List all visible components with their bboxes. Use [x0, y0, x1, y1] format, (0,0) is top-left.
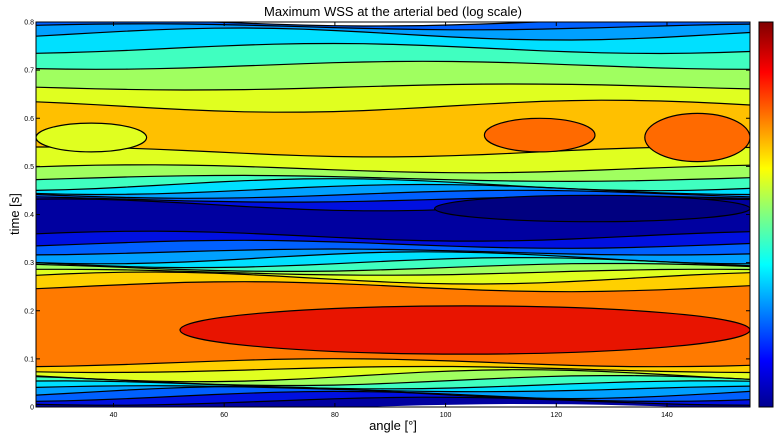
contour-band — [36, 375, 750, 389]
contour-band — [36, 272, 750, 292]
contour-band — [36, 147, 750, 173]
contour-band — [36, 380, 750, 392]
contour-band — [36, 61, 750, 90]
contour-region — [179, 305, 750, 355]
x-tick-label: 120 — [550, 412, 562, 419]
contour-line — [36, 27, 750, 41]
contour-line — [36, 99, 750, 113]
contour-line — [36, 248, 750, 256]
contour-region — [434, 194, 750, 223]
contour-line — [36, 262, 750, 272]
x-tick-label: 140 — [661, 412, 673, 419]
colorbar — [758, 21, 774, 408]
y-tick-label: 0.8 — [24, 20, 34, 27]
contour-line — [36, 23, 750, 31]
contour-region — [644, 112, 750, 163]
y-tick-label: 0.6 — [24, 116, 34, 123]
x-tick-label: 60 — [220, 412, 228, 419]
contour-band — [36, 240, 750, 255]
contour-region — [483, 117, 596, 153]
contour-line — [36, 369, 750, 383]
contour-region — [36, 122, 148, 153]
y-tick-label: 0.4 — [24, 212, 34, 219]
x-axis-label: angle [°] — [369, 418, 417, 433]
contour-line — [36, 178, 750, 192]
contour-line — [36, 146, 750, 158]
contour-band — [36, 84, 750, 113]
contour-line — [36, 271, 750, 285]
contour-line — [36, 230, 750, 242]
y-tick-label: 0.5 — [24, 164, 34, 171]
contour-line — [36, 164, 750, 174]
contour-line — [36, 251, 750, 265]
contour-band — [36, 369, 750, 386]
contour-band — [36, 386, 750, 402]
y-tick-label: 0.3 — [24, 260, 34, 267]
contour-line — [198, 22, 553, 27]
contour-line — [36, 358, 750, 368]
contour-line — [36, 375, 750, 387]
contour-line — [36, 42, 750, 55]
x-tick-label: 40 — [110, 412, 118, 419]
contour-line — [36, 385, 750, 393]
contour-line — [36, 365, 750, 374]
y-tick-label: 0.1 — [24, 356, 34, 363]
contour-band — [36, 43, 750, 70]
contour-band — [36, 358, 750, 373]
contour-line — [36, 174, 750, 183]
contour-band — [36, 385, 750, 399]
contour-band — [36, 190, 750, 203]
contour-line — [36, 281, 750, 293]
y-tick-label: 0.7 — [24, 68, 34, 75]
contour-band — [36, 251, 750, 268]
x-tick-label: 80 — [331, 412, 339, 419]
chart-title: Maximum WSS at the arterial bed (log sca… — [264, 4, 522, 19]
contour-band — [36, 231, 750, 249]
contour-line — [36, 268, 750, 276]
y-axis-label: time [s] — [7, 193, 22, 235]
contour-line — [36, 239, 750, 249]
x-tick-label: 100 — [440, 412, 452, 419]
contour-band — [36, 164, 750, 182]
contour-band — [36, 184, 750, 199]
contour-line — [36, 183, 750, 196]
contour-line — [36, 60, 750, 70]
contour-band — [36, 397, 750, 407]
contour-band — [36, 175, 750, 191]
y-tick-label: 0 — [30, 405, 34, 412]
y-tick-label: 0.2 — [24, 308, 34, 315]
contour-line — [36, 83, 750, 91]
contour-band — [36, 263, 750, 276]
contour-band — [36, 28, 750, 54]
contour-line — [36, 385, 750, 400]
contour-line — [36, 396, 750, 406]
contour-line — [36, 189, 750, 199]
